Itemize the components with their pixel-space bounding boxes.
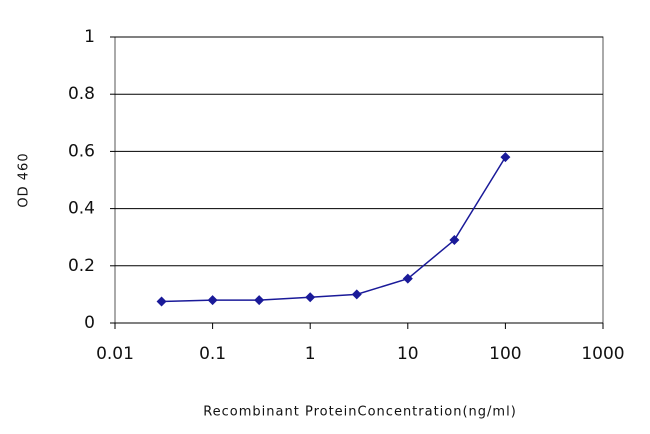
x-tick-label: 0.01 xyxy=(96,344,134,364)
y-tick-label: 1 xyxy=(84,27,95,47)
x-axis-label: Recombinant ProteinConcentration(ng/ml) xyxy=(203,405,517,420)
data-point xyxy=(351,289,362,300)
y-tick-label: 0.2 xyxy=(68,256,95,276)
x-tick-label: 1 xyxy=(305,344,316,364)
x-tick-label: 1000 xyxy=(581,344,624,364)
data-point xyxy=(254,295,265,306)
y-tick-label: 0.8 xyxy=(68,84,95,104)
data-point xyxy=(305,292,316,303)
y-tick-label: 0.4 xyxy=(68,199,95,219)
y-tick-label: 0.6 xyxy=(68,141,95,161)
y-axis-label: OD 460 xyxy=(17,152,32,207)
plot-area xyxy=(114,36,604,324)
x-tick-label: 100 xyxy=(489,344,521,364)
data-point xyxy=(156,296,167,307)
x-tick-label: 10 xyxy=(397,344,419,364)
data-line xyxy=(161,156,507,303)
data-point xyxy=(207,295,218,306)
data-point xyxy=(402,273,413,284)
data-point xyxy=(500,152,511,163)
y-tick-label: 0 xyxy=(84,313,95,333)
data-point xyxy=(449,235,460,246)
x-tick-label: 0.1 xyxy=(199,344,226,364)
